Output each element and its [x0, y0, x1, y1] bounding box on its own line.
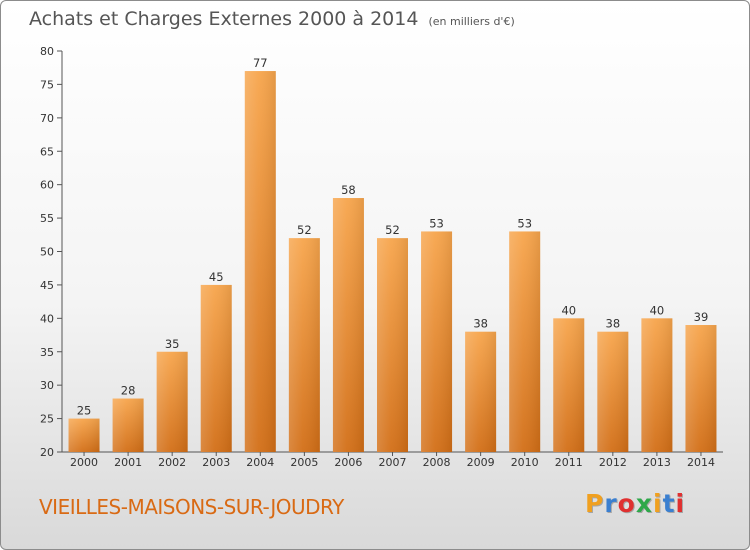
x-tick-label: 2007: [379, 456, 407, 469]
x-tick-label: 2008: [423, 456, 451, 469]
logo-letter: r: [604, 489, 618, 518]
bar-highlight: [200, 284, 232, 452]
y-tick-label: 80: [40, 45, 54, 58]
data-label: 25: [77, 404, 92, 418]
y-tick-label: 20: [40, 446, 54, 459]
data-label: 52: [297, 223, 312, 237]
commune-name: VIEILLES-MAISONS-SUR-JOUDRY: [39, 495, 344, 519]
data-label: 39: [694, 310, 709, 324]
x-tick-label: 2013: [643, 456, 671, 469]
bar-highlight: [288, 238, 320, 452]
chart-bars: [68, 71, 717, 453]
data-label: 45: [209, 270, 224, 284]
y-tick-label: 35: [40, 346, 54, 359]
y-tick-label: 60: [40, 179, 54, 192]
data-label: 40: [650, 303, 665, 317]
bar-highlight: [465, 331, 497, 452]
y-tick-label: 75: [40, 78, 54, 91]
chart-unit: (en milliers d'€): [428, 15, 515, 28]
bar-highlight: [685, 325, 717, 452]
chart-title: Achats et Charges Externes 2000 à 2014 (e…: [29, 8, 515, 30]
bar-highlight: [68, 418, 100, 452]
bar-highlight: [597, 331, 629, 452]
data-label: 58: [341, 183, 356, 197]
logo-letter: P: [585, 489, 605, 518]
data-label: 77: [253, 56, 268, 70]
bar-highlight: [641, 318, 673, 452]
chart-labels: 20 25 30 35 40 45 50 55 60 65 70 75 80 2000 25 2001 28 20…: [40, 45, 715, 469]
x-tick-label: 2005: [290, 456, 318, 469]
data-label: 28: [121, 384, 136, 398]
data-label: 53: [517, 216, 532, 230]
x-tick-label: 2010: [511, 456, 539, 469]
data-label: 35: [165, 337, 180, 351]
x-tick-label: 2000: [70, 456, 98, 469]
x-tick-label: 2014: [687, 456, 715, 469]
bar-highlight: [553, 318, 585, 452]
y-tick-label: 40: [40, 312, 54, 325]
bar-highlight: [244, 71, 276, 453]
logo-letter: i: [653, 489, 663, 518]
logo-letter: i: [675, 489, 686, 518]
y-tick-label: 30: [40, 379, 54, 392]
y-tick-label: 65: [40, 145, 54, 158]
x-tick-label: 2011: [555, 456, 583, 469]
data-label: 52: [385, 223, 400, 237]
chart-title-text: Achats et Charges Externes 2000 à 2014: [29, 8, 419, 30]
x-tick-label: 2006: [334, 456, 362, 469]
x-tick-label: 2002: [158, 456, 186, 469]
x-tick-label: 2012: [599, 456, 627, 469]
x-tick-label: 2004: [246, 456, 274, 469]
x-tick-label: 2003: [202, 456, 230, 469]
bar-highlight: [377, 238, 408, 452]
x-tick-label: 2001: [114, 456, 142, 469]
y-tick-label: 50: [40, 246, 54, 259]
bar-highlight: [421, 231, 453, 452]
data-label: 53: [429, 216, 444, 230]
bar-highlight: [509, 231, 541, 452]
y-tick-label: 25: [40, 413, 54, 426]
logo-letter: t: [662, 489, 676, 518]
y-tick-label: 55: [40, 212, 54, 225]
bar-highlight: [156, 351, 188, 452]
logo-letter: x: [635, 489, 653, 518]
y-tick-label: 70: [40, 112, 54, 125]
data-label: 38: [473, 317, 488, 331]
x-tick-label: 2009: [467, 456, 495, 469]
data-label: 40: [561, 303, 576, 317]
y-tick-label: 45: [40, 279, 54, 292]
logo-letter: o: [617, 489, 636, 518]
bar-highlight: [112, 398, 144, 452]
data-label: 38: [606, 317, 621, 331]
bar-highlight: [332, 198, 364, 452]
proxiti-logo: Proxiti: [585, 489, 685, 518]
